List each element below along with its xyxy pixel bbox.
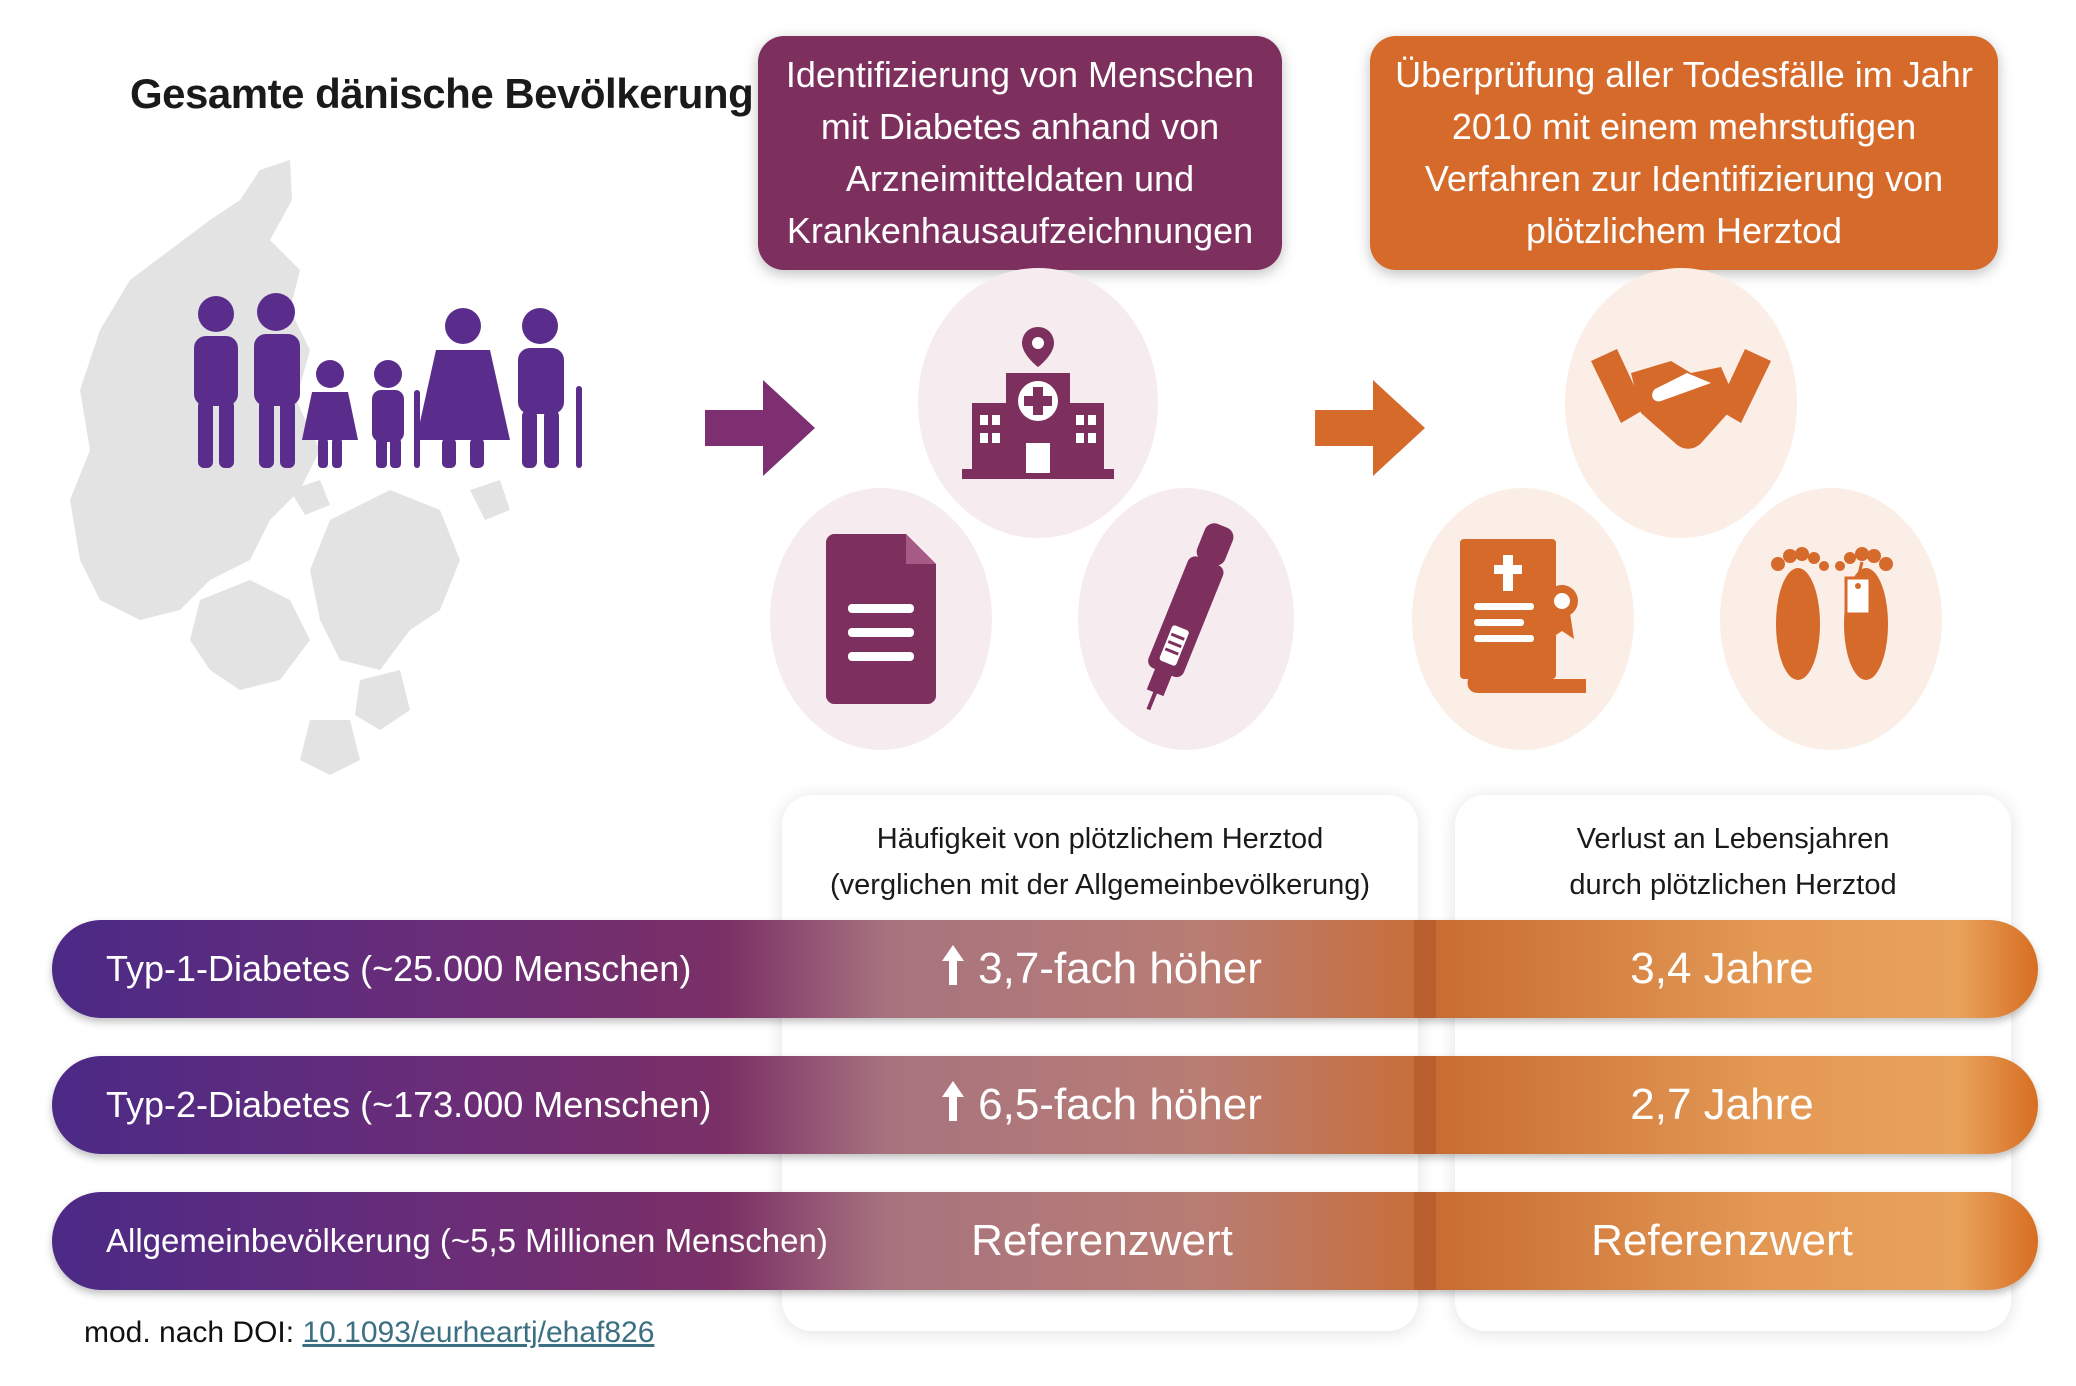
diabetes-identification-box: Identifizierung von Menschen mit Diabete… xyxy=(758,36,1282,270)
feet-circle xyxy=(1720,488,1942,750)
arrow-up-icon xyxy=(942,1058,965,1154)
table-row: Typ-2-Diabetes (~173.000 Menschen) 6,5-f… xyxy=(52,1056,2038,1154)
life-years-header-line1: Verlust an Lebensjahren xyxy=(1576,823,1890,855)
doi-link[interactable]: 10.1093/eurheartj/ehaf826 xyxy=(302,1316,655,1349)
life-years-header-line2: durch plötzlichen Herztod xyxy=(1569,869,1897,901)
source-note: mod. nach DOI: 10.1093/eurheartj/ehaf826 xyxy=(84,1316,654,1350)
frequency-value: 6,5-fach höher xyxy=(782,1056,1422,1154)
document-circle xyxy=(770,488,992,750)
life-years-value: 2,7 Jahre xyxy=(1630,1080,1814,1129)
frequency-header-line2: (verglichen mit der Allgemeinbevölkerung… xyxy=(830,869,1370,901)
hospital-circle xyxy=(918,268,1158,538)
death-certificate-icon xyxy=(1460,539,1586,693)
row-label: Allgemeinbevölkerung (~5,5 Millionen Men… xyxy=(106,1222,828,1259)
insulin-pen-circle xyxy=(1078,488,1294,750)
insulin-pen-icon xyxy=(1146,523,1234,711)
frequency-value: Referenzwert xyxy=(971,1216,1233,1265)
certificate-circle xyxy=(1412,488,1634,750)
life-years-value: Referenzwert xyxy=(1591,1216,1853,1265)
feet-toe-tag-icon xyxy=(1771,547,1893,680)
row-label: Typ-1-Diabetes (~25.000 Menschen) xyxy=(106,948,692,989)
source-prefix: mod. nach DOI: xyxy=(84,1316,303,1349)
table-row: Typ-1-Diabetes (~25.000 Menschen) 3,7-fa… xyxy=(52,920,2038,1018)
people-icon xyxy=(194,293,582,468)
arrow-right-icon xyxy=(1315,380,1425,476)
arrow-right-icon xyxy=(705,380,815,476)
population-title: Gesamte dänische Bevölkerung xyxy=(130,70,754,117)
hospital-icon xyxy=(962,327,1114,479)
handshake-icon xyxy=(1591,349,1771,449)
diabetes-identification-text: Identifizierung von Menschen mit Diabete… xyxy=(785,54,1255,251)
row-label: Typ-2-Diabetes (~173.000 Menschen) xyxy=(106,1084,712,1125)
arrow-up-icon xyxy=(942,922,965,1018)
death-review-text: Überprüfung aller Todesfälle im Jahr 201… xyxy=(1395,54,1973,251)
life-years-value: 3,4 Jahre xyxy=(1630,944,1814,993)
handshake-circle xyxy=(1565,268,1797,538)
document-icon xyxy=(826,534,936,704)
life-years-header: Verlust an Lebensjahren durch plötzliche… xyxy=(1465,816,2001,908)
frequency-value: 3,7-fach höher xyxy=(782,920,1422,1018)
death-review-box: Überprüfung aller Todesfälle im Jahr 201… xyxy=(1370,36,1998,270)
frequency-header: Häufigkeit von plötzlichem Herztod (verg… xyxy=(790,816,1410,908)
frequency-header-line1: Häufigkeit von plötzlichem Herztod xyxy=(876,823,1324,855)
table-row: Allgemeinbevölkerung (~5,5 Millionen Men… xyxy=(52,1192,2038,1290)
